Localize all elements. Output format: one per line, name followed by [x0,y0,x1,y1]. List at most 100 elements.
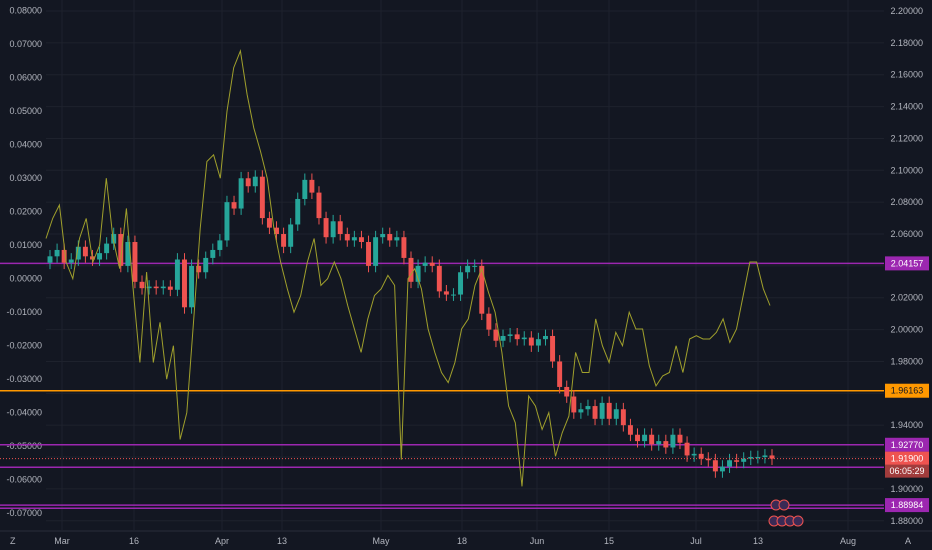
candle [635,428,640,448]
candle-body [266,218,272,228]
candle [373,230,379,273]
candle-body [316,192,322,219]
candle [316,186,322,225]
candle [125,235,131,273]
current-price-tag-bg [885,451,929,466]
candle [514,328,520,346]
candle-body [578,409,584,413]
candle-body [196,265,202,273]
candle-body [394,237,400,241]
candle-body [366,241,372,266]
candle [366,235,372,273]
candle-body [606,402,612,419]
right-axis-tick-label: 2.06000 [890,229,923,239]
candle [323,211,329,244]
candle-body [75,246,81,260]
candle [521,331,527,346]
left-axis-tick-label: -0.03000 [6,374,42,384]
candle [111,227,117,250]
candle-body [160,286,166,289]
candles [47,170,775,478]
right-axis-tick-label: 2.18000 [890,38,923,48]
candle [309,173,315,199]
candle [274,221,279,241]
candle [528,331,534,352]
event-marker-icon [792,515,804,527]
candle-body [712,460,718,472]
left-axis-tick-label: -0.06000 [6,475,42,485]
left-axis-tick-label: -0.01000 [6,307,42,317]
candle-body [302,179,308,199]
candle-body [68,259,74,263]
candle-body [620,409,626,426]
candle-body [252,176,258,187]
countdown-tag-bg [885,464,929,478]
candle-body [670,434,676,448]
candle [557,355,563,394]
candle-body [104,243,110,254]
candle-body [613,409,619,419]
candle [259,170,265,225]
candle-body [189,265,195,308]
candle-body [415,265,421,282]
candle-body [380,234,386,238]
candle-body [585,406,591,410]
left-axis-tick-label: -0.05000 [6,441,42,451]
candle-body [521,337,527,340]
right-axis-tick-label: 1.94000 [890,420,923,430]
auto-scale-button[interactable]: A [905,536,911,546]
candle-body [295,198,301,225]
candle-body [535,339,541,346]
candle [620,402,626,432]
candle [160,280,166,295]
time-axis-label: May [372,536,390,546]
right-axis-tick-label: 2.16000 [890,70,923,80]
candle-body [125,241,131,266]
left-axis-tick-label: 0.02000 [9,207,42,217]
candle-body [281,234,287,247]
candle [507,328,513,343]
candle [68,253,74,270]
candle [408,251,414,289]
candle [493,323,499,348]
candle [727,453,733,473]
candle [252,170,258,193]
left-axis-tick-label: 0.00000 [9,274,42,284]
candle [82,240,88,263]
candle [684,436,690,462]
candle [387,227,393,247]
right-axis-tick-label: 2.00000 [890,325,923,335]
candle-body [762,455,768,458]
candle-body [259,176,265,219]
candle-body [309,179,315,193]
candle [238,171,244,215]
candle [351,230,357,247]
candle [472,259,478,273]
time-axis: Mar 16 Apr 13 May 18 Jun 15 Jul 13 Aug [0,530,932,546]
price-tag-bg [885,437,929,452]
left-axis-tick-label: 0.06000 [9,73,42,83]
candle [535,332,541,352]
candle [167,280,173,297]
candle [677,428,683,450]
candle [224,195,230,247]
time-axis-label: 15 [604,536,614,546]
candle [266,211,272,235]
candle [734,453,740,469]
candle [613,402,619,426]
candle-body [330,221,336,238]
candle-body [82,246,88,257]
candle-body [351,237,357,241]
left-axis-tick-label: 0.05000 [9,106,42,116]
candle [698,447,704,466]
candle-body [443,291,449,295]
timezone-button[interactable]: Z [10,536,16,546]
price-tag: 1.88984 [885,498,929,513]
candle-body [677,434,683,443]
candle [649,428,655,451]
candle [288,218,294,254]
right-axis-tick-label: 1.98000 [890,356,923,366]
candle-body [408,257,414,282]
candle-body [401,237,407,258]
